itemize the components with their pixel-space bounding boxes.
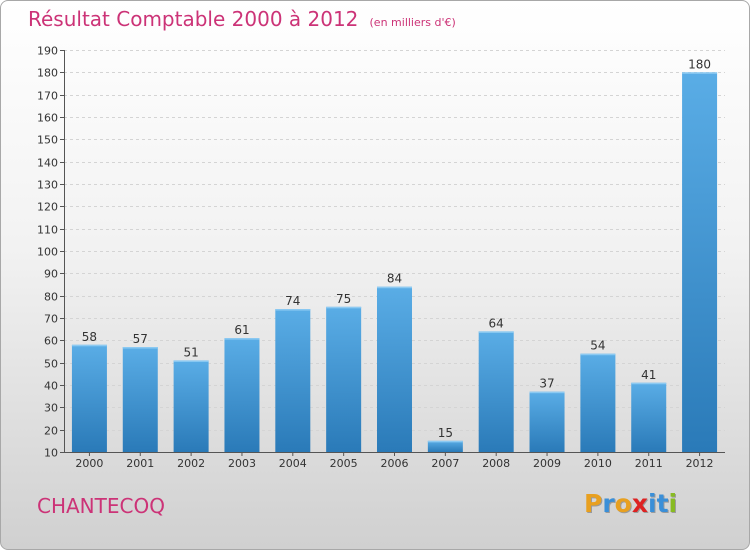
- logo-letter: P: [584, 489, 603, 518]
- title-row: Résultat Comptable 2000 à 2012 (en milli…: [28, 7, 456, 31]
- bar-value-label: 51: [183, 345, 198, 359]
- y-tick-label: 30: [44, 402, 58, 415]
- logo-letter: r: [602, 489, 615, 518]
- logo-letter: i: [648, 489, 657, 518]
- bar-highlight: [173, 360, 209, 362]
- bar-value-label: 58: [82, 330, 97, 344]
- bar-value-label: 54: [590, 339, 605, 353]
- x-tick-label: 2007: [431, 457, 459, 470]
- logo-letter: t: [656, 489, 669, 518]
- bar: [173, 360, 209, 452]
- proxiti-logo: Proxiti: [584, 489, 677, 518]
- y-axis: 10 20 30 40 50 60 70 80 90 100 110 120 130 140 150 160 1…: [37, 45, 65, 460]
- x-tick-label: 2006: [381, 457, 409, 470]
- bar-highlight: [377, 286, 412, 289]
- bar-value-label: 180: [688, 57, 711, 71]
- x-tick-label: 2002: [177, 457, 205, 470]
- bar-value-label: 41: [641, 368, 656, 382]
- bar-value-label: 75: [336, 292, 351, 306]
- bar: [377, 286, 412, 452]
- bar: [275, 309, 311, 452]
- y-tick-label: 50: [44, 358, 58, 371]
- bar-highlight: [631, 382, 667, 385]
- bar-highlight: [326, 306, 362, 309]
- y-tick-label: 90: [44, 268, 58, 281]
- y-tick-label: 70: [44, 313, 58, 326]
- y-tick-label: 190: [37, 45, 58, 58]
- y-tick-label: 40: [44, 380, 58, 393]
- x-tick-label: 2010: [584, 457, 612, 470]
- bar-highlight: [71, 344, 107, 347]
- bar-highlight: [529, 391, 565, 394]
- bar-highlight: [122, 347, 158, 349]
- x-tick-label: 2012: [686, 457, 714, 470]
- y-tick-label: 170: [37, 90, 58, 103]
- bar: [122, 347, 158, 452]
- bar: [224, 338, 260, 452]
- y-tick-label: 120: [37, 201, 58, 214]
- y-tick-label: 180: [37, 67, 58, 80]
- logo-letter: i: [668, 489, 678, 518]
- x-axis: 2000 2001 2002 2003 2004 2005 2006 2007 2008 2009…: [64, 452, 725, 470]
- bar-highlight: [427, 440, 463, 443]
- bar: [529, 391, 565, 452]
- bar-highlight: [580, 353, 616, 356]
- bar-value-label: 84: [387, 272, 402, 286]
- chart-subtitle: (en milliers d'€): [369, 16, 456, 29]
- y-tick-label: 80: [44, 291, 58, 304]
- x-tick-label: 2009: [533, 457, 561, 470]
- x-tick-label: 2004: [279, 457, 307, 470]
- bar: [682, 72, 718, 452]
- x-tick-label: 2003: [228, 457, 256, 470]
- bar: [427, 440, 463, 452]
- commune-name: CHANTECOQ: [37, 494, 165, 518]
- y-tick-label: 130: [37, 179, 58, 192]
- bar-value-label: 61: [234, 323, 249, 337]
- bars: 58 57 51 61 74 75 84 15 64 37 54 41 180: [71, 57, 718, 452]
- x-tick-label: 2005: [330, 457, 358, 470]
- bar: [71, 344, 107, 452]
- bar-highlight: [275, 309, 311, 311]
- bar-highlight: [224, 338, 260, 340]
- bar-value-label: 37: [539, 377, 554, 391]
- x-tick-label: 2001: [126, 457, 154, 470]
- bar: [478, 331, 514, 452]
- bar: [580, 353, 616, 452]
- x-tick-label: 2008: [482, 457, 510, 470]
- bar: [326, 306, 362, 452]
- y-tick-label: 60: [44, 335, 58, 348]
- logo-letter: x: [631, 489, 648, 518]
- x-tick-label: 2011: [635, 457, 663, 470]
- chart-title: Résultat Comptable 2000 à 2012: [28, 7, 359, 31]
- y-tick-label: 150: [37, 134, 58, 147]
- logo-letter: o: [614, 489, 632, 518]
- y-tick-label: 100: [37, 246, 58, 259]
- bar-highlight: [682, 72, 718, 74]
- x-tick-label: 2000: [75, 457, 103, 470]
- bar-value-label: 64: [489, 316, 504, 330]
- bar: [631, 382, 667, 452]
- y-tick-label: 160: [37, 112, 58, 125]
- y-tick-label: 140: [37, 157, 58, 170]
- bar-value-label: 15: [438, 426, 453, 440]
- y-tick-label: 110: [37, 224, 58, 237]
- bar-highlight: [478, 331, 514, 333]
- bar-value-label: 57: [133, 332, 148, 346]
- y-tick-label: 10: [44, 447, 58, 460]
- bar-value-label: 74: [285, 294, 300, 308]
- y-tick-label: 20: [44, 425, 58, 438]
